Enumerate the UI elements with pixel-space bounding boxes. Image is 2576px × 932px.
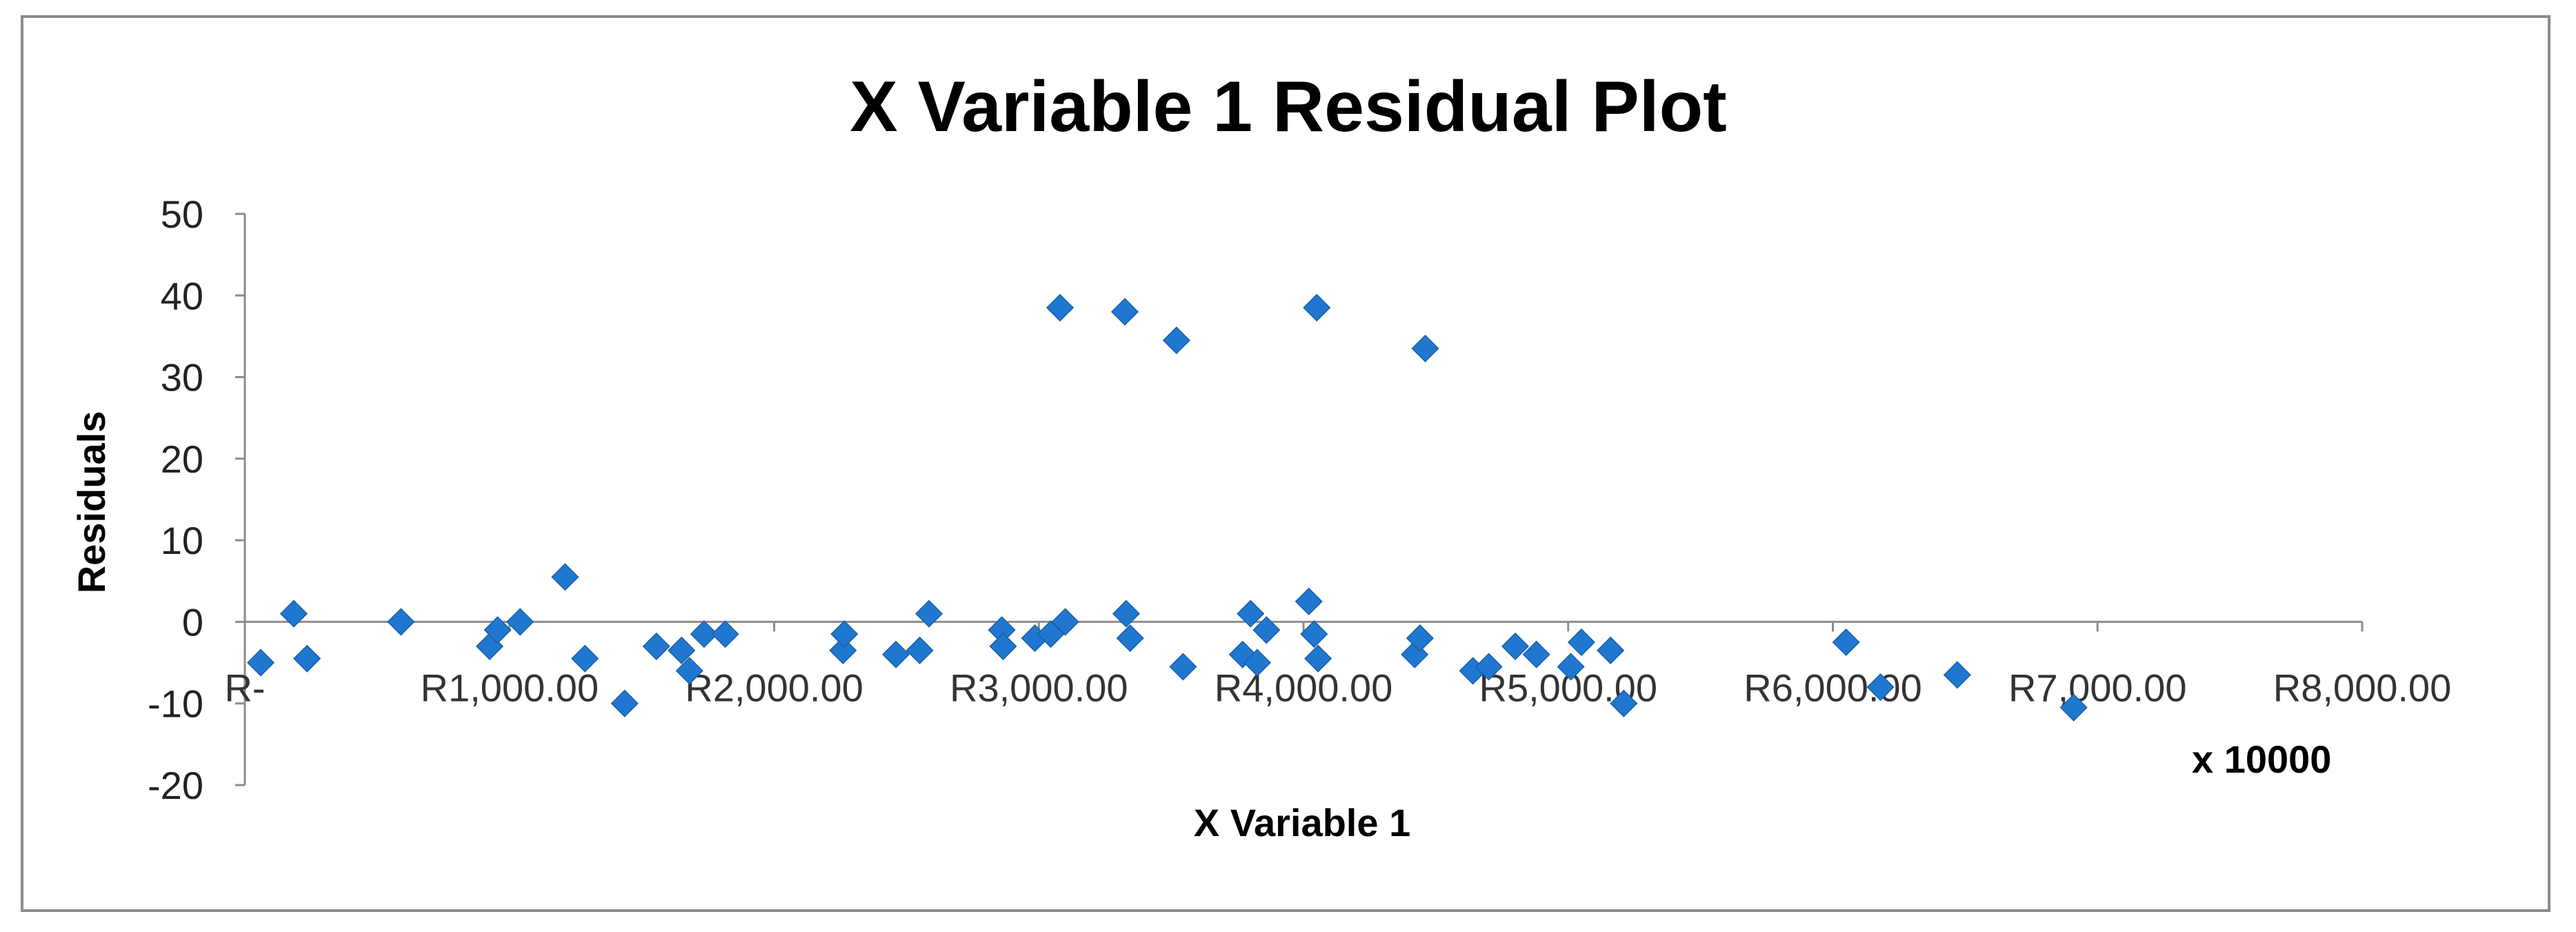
data-point-marker xyxy=(642,632,670,660)
data-point-marker xyxy=(1295,587,1323,615)
data-point-marker xyxy=(571,644,599,673)
y-axis: 50 40 30 20 10 0 -10 -20 xyxy=(148,192,246,807)
data-point-marker xyxy=(1051,608,1079,636)
x-tick-label: R3,000.00 xyxy=(950,666,1128,709)
data-point-marker xyxy=(551,563,579,591)
data-points xyxy=(246,293,2088,722)
x-tick-label: R6,000.00 xyxy=(1744,666,1921,709)
y-tick-label: 50 xyxy=(161,192,203,236)
data-point-marker xyxy=(1832,628,1860,657)
y-tick-label: -20 xyxy=(148,764,203,807)
data-point-marker xyxy=(989,632,1017,660)
data-point-marker xyxy=(1169,653,1197,681)
data-point-marker xyxy=(506,608,535,636)
data-point-marker xyxy=(1406,624,1434,653)
data-point-marker xyxy=(906,636,934,664)
y-tick-label: 0 xyxy=(182,600,203,644)
x-axis-title: X Variable 1 xyxy=(1194,801,1410,844)
data-point-marker xyxy=(1110,297,1139,326)
data-point-marker xyxy=(830,620,859,648)
x-tick-label: R1,000.00 xyxy=(421,666,599,709)
data-point-marker xyxy=(1116,624,1144,653)
data-point-marker xyxy=(2059,693,2088,722)
data-point-marker xyxy=(483,616,512,644)
data-point-marker xyxy=(829,636,857,664)
y-tick-label: 10 xyxy=(161,519,203,562)
data-point-marker xyxy=(1411,335,1439,363)
data-point-marker xyxy=(881,640,910,668)
data-point-marker xyxy=(1300,620,1328,648)
y-tick-label: 30 xyxy=(161,356,203,399)
data-point-marker xyxy=(1304,644,1332,673)
data-point-marker xyxy=(1557,653,1585,681)
data-point-marker xyxy=(668,636,696,664)
data-point-marker xyxy=(711,620,739,648)
data-point-marker xyxy=(1866,673,1895,702)
data-point-marker xyxy=(1597,636,1625,664)
data-point-marker xyxy=(1610,689,1638,717)
data-point-marker xyxy=(690,620,718,648)
data-point-marker xyxy=(279,599,308,628)
data-point-marker xyxy=(610,689,639,717)
data-point-marker xyxy=(915,599,943,628)
data-point-marker xyxy=(1522,640,1550,668)
data-point-marker xyxy=(1943,661,1971,689)
x-tick-label: R2,000.00 xyxy=(685,666,863,709)
x-axis: R- R1,000.00 R2,000.00 R3,000.00 R4,000.00 R5… xyxy=(224,620,2451,709)
x-tick-label: R4,000.00 xyxy=(1215,666,1392,709)
data-point-marker xyxy=(1475,653,1503,681)
x-tick-label: R7,000.00 xyxy=(2008,666,2186,709)
y-tick-label: -10 xyxy=(148,682,203,726)
data-point-marker xyxy=(675,657,703,685)
data-point-marker xyxy=(1303,293,1331,322)
y-axis-title: Residuals xyxy=(70,411,113,594)
data-point-marker xyxy=(1112,599,1140,628)
data-point-marker xyxy=(246,648,275,677)
data-point-marker xyxy=(293,644,321,673)
x-axis-unit-label: x 10000 xyxy=(2192,737,2331,781)
data-point-marker xyxy=(387,608,415,636)
x-tick-label: R8,000.00 xyxy=(2273,666,2451,709)
y-tick-label: 40 xyxy=(161,274,203,317)
data-point-marker xyxy=(1162,326,1190,355)
data-point-marker xyxy=(1501,632,1530,660)
chart-frame xyxy=(21,15,2550,912)
y-tick-label: 20 xyxy=(161,437,203,481)
data-point-marker xyxy=(1252,616,1281,644)
chart-title: X Variable 1 Residual Plot xyxy=(850,67,1727,147)
data-point-marker xyxy=(1567,628,1595,657)
data-point-marker xyxy=(1237,599,1265,628)
data-point-marker xyxy=(1243,648,1271,677)
data-point-marker xyxy=(1046,293,1075,322)
